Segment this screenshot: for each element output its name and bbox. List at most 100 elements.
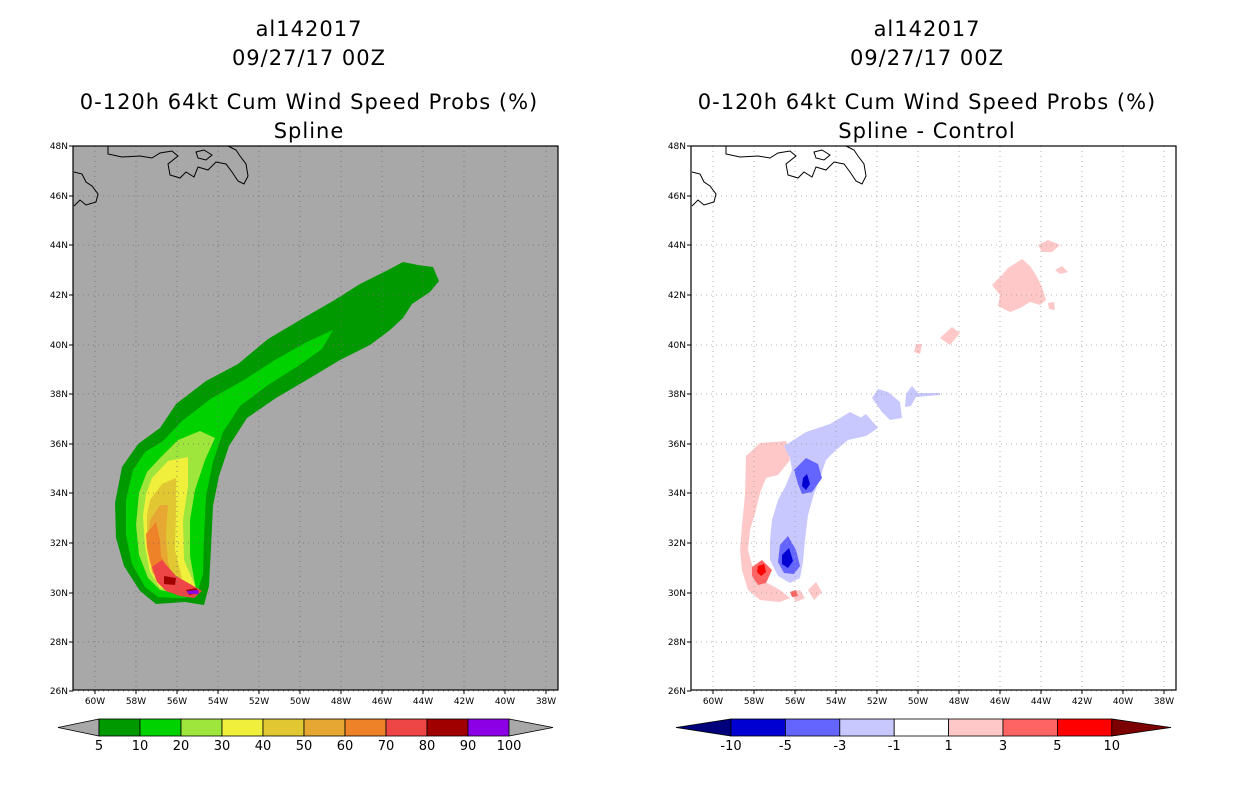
colorbar-segment bbox=[221, 718, 264, 737]
colorbar-segment bbox=[385, 718, 428, 737]
datetime-title: 09/27/17 00Z bbox=[849, 46, 1005, 70]
colorbar-segment bbox=[262, 718, 305, 737]
colorbar-segment bbox=[893, 718, 950, 737]
colorbar-label: -5 bbox=[779, 739, 792, 754]
colorbar-segment bbox=[98, 718, 141, 737]
coastline bbox=[691, 171, 717, 207]
colorbar-label: 30 bbox=[214, 739, 231, 754]
y-tick-label: 32N bbox=[50, 539, 68, 549]
panel-subtitle: Spline bbox=[273, 119, 345, 143]
colorbar-label: -1 bbox=[888, 739, 901, 754]
x-tick-label: 40W bbox=[1113, 697, 1133, 707]
colorbar-segment bbox=[344, 718, 387, 737]
colorbar-label: -10 bbox=[720, 739, 741, 754]
contour-c80 bbox=[164, 576, 176, 585]
x-tick-label: 52W bbox=[867, 697, 887, 707]
y-tick-label: 30N bbox=[668, 589, 686, 599]
x-tick-label: 50W bbox=[908, 697, 928, 707]
y-tick-label: 38N bbox=[668, 390, 686, 400]
contour-lightpink bbox=[940, 327, 960, 345]
x-tick-label: 54W bbox=[826, 697, 846, 707]
colorbar-label: 1 bbox=[944, 739, 952, 754]
y-tick-label: 26N bbox=[668, 687, 686, 697]
panel-subtitle: Spline - Control bbox=[838, 119, 1016, 143]
x-tick-label: 44W bbox=[413, 697, 433, 707]
y-tick-label: 40N bbox=[668, 341, 686, 351]
storm-id-title: al142017 bbox=[873, 17, 981, 41]
storm-id-title: al142017 bbox=[255, 17, 363, 41]
colorbar-label: 80 bbox=[419, 739, 436, 754]
colorbar-label: 3 bbox=[999, 739, 1007, 754]
x-tick-label: 60W bbox=[703, 697, 723, 707]
colorbar-label: -3 bbox=[833, 739, 846, 754]
y-tick-label: 28N bbox=[668, 638, 686, 648]
colorbar-segment bbox=[784, 718, 841, 737]
difference-map: 48N 46N 44N 42N 40N 38N 36N 34N 32N 30N 28N 26N 60W 5… bbox=[668, 142, 1177, 754]
x-tick-label: 46W bbox=[990, 697, 1010, 707]
coastline bbox=[195, 149, 213, 161]
contour-lightpink bbox=[992, 259, 1046, 312]
y-tick-label: 26N bbox=[50, 687, 68, 697]
y-tick-label: 38N bbox=[50, 390, 68, 400]
product-title: 0-120h 64kt Cum Wind Speed Probs (%) bbox=[79, 90, 539, 114]
y-tick-label: 36N bbox=[50, 440, 68, 450]
contour-lightpink bbox=[808, 582, 822, 600]
coastline bbox=[73, 171, 99, 207]
colorbar-end-left bbox=[57, 718, 100, 737]
contour-lightpink bbox=[1055, 266, 1068, 274]
contour-lightblue bbox=[770, 412, 876, 583]
map-background bbox=[73, 146, 558, 690]
x-tick-label: 38W bbox=[536, 697, 556, 707]
x-tick-label: 56W bbox=[785, 697, 805, 707]
y-tick-label: 34N bbox=[50, 489, 68, 499]
y-tick-label: 48N bbox=[50, 142, 68, 152]
x-tick-label: 56W bbox=[167, 697, 187, 707]
contour-lightblue bbox=[856, 414, 878, 436]
probability-panel: al142017 09/27/17 00Z 0-120h 64kt Cum Wi… bbox=[50, 17, 559, 754]
colorbar-segment bbox=[139, 718, 182, 737]
y-tick-label: 48N bbox=[668, 142, 686, 152]
colorbar-segment bbox=[1002, 718, 1058, 737]
product-title: 0-120h 64kt Cum Wind Speed Probs (%) bbox=[697, 90, 1157, 114]
x-tick-label: 48W bbox=[331, 697, 351, 707]
coastline bbox=[813, 149, 831, 161]
y-tick-label: 44N bbox=[50, 241, 68, 251]
colorbar-label: 20 bbox=[173, 739, 190, 754]
colorbar-label: 100 bbox=[497, 739, 522, 754]
colorbar-segment bbox=[839, 718, 895, 737]
coastline bbox=[725, 145, 867, 185]
colorbar-segment bbox=[730, 718, 786, 737]
y-tick-label: 34N bbox=[668, 489, 686, 499]
y-tick-label: 30N bbox=[50, 589, 68, 599]
x-tick-label: 44W bbox=[1031, 697, 1051, 707]
x-tick-label: 38W bbox=[1154, 697, 1174, 707]
colorbar-label: 70 bbox=[378, 739, 395, 754]
contour-blue bbox=[794, 458, 822, 494]
probability-map: 48N 46N 44N 42N 40N 38N 36N 34N 32N 30N 28N 26N 60W 5… bbox=[50, 142, 559, 754]
x-tick-label: 42W bbox=[454, 697, 474, 707]
x-tick-label: 42W bbox=[1072, 697, 1092, 707]
colorbar-end-right bbox=[1111, 718, 1172, 737]
y-tick-label: 32N bbox=[668, 539, 686, 549]
colorbar-segment bbox=[948, 718, 1004, 737]
colorbar-label: 90 bbox=[460, 739, 477, 754]
x-tick-label: 58W bbox=[744, 697, 764, 707]
colorbar-segment bbox=[180, 718, 223, 737]
contour-red bbox=[757, 564, 766, 576]
contour-lightpink bbox=[914, 344, 922, 354]
colorbar-end-left bbox=[675, 718, 732, 737]
colorbar-label: 10 bbox=[1104, 739, 1121, 754]
contour-lightpink bbox=[1048, 302, 1055, 310]
x-tick-label: 52W bbox=[249, 697, 269, 707]
datetime-title: 09/27/17 00Z bbox=[231, 46, 387, 70]
colorbar-end-right bbox=[508, 718, 554, 737]
difference-panel: al142017 09/27/17 00Z 0-120h 64kt Cum Wi… bbox=[618, 0, 1236, 800]
contour-c90 bbox=[187, 590, 199, 594]
x-tick-label: 60W bbox=[85, 697, 105, 707]
contour-lightblue bbox=[905, 386, 940, 407]
y-tick-label: 28N bbox=[50, 638, 68, 648]
x-tick-label: 58W bbox=[126, 697, 146, 707]
y-tick-label: 42N bbox=[668, 291, 686, 301]
y-tick-label: 46N bbox=[668, 192, 686, 202]
colorbar-label: 50 bbox=[296, 739, 313, 754]
